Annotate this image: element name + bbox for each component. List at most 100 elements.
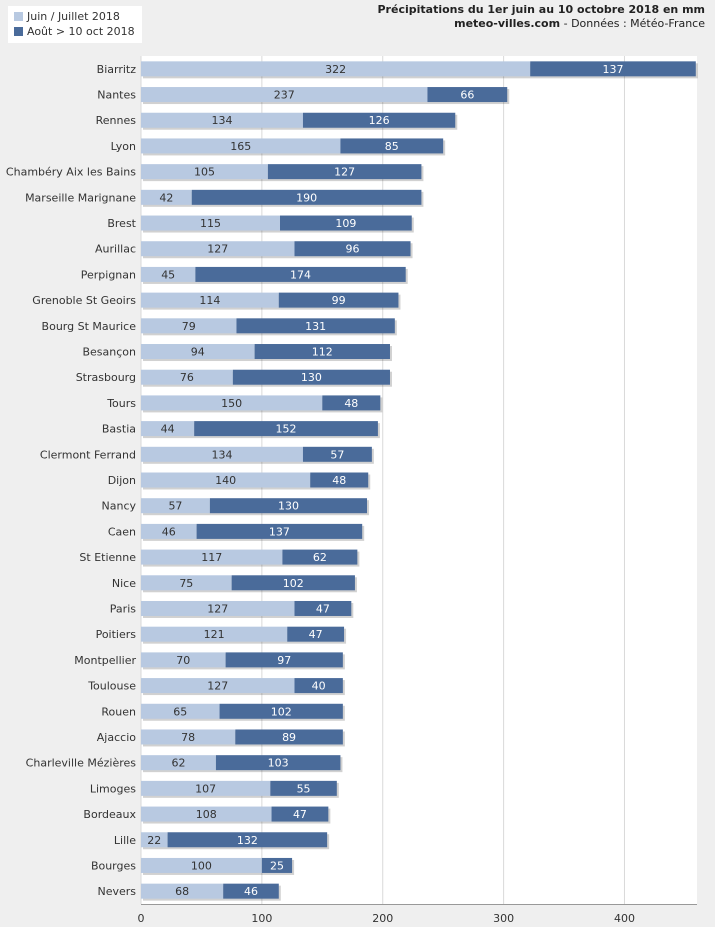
- data-label: 57: [330, 448, 344, 461]
- bar-series2: [191, 189, 422, 205]
- category-label: Bourg St Maurice: [42, 320, 137, 333]
- data-label: 97: [277, 654, 291, 667]
- data-label: 165: [230, 140, 251, 153]
- category-label: Montpellier: [74, 654, 136, 667]
- data-label: 46: [244, 885, 258, 898]
- bar-series1: [141, 498, 210, 514]
- data-label: 25: [270, 859, 284, 872]
- category-label: Paris: [110, 602, 136, 615]
- data-label: 103: [268, 757, 289, 770]
- bar-series2: [294, 600, 352, 616]
- data-label: 127: [207, 243, 228, 256]
- chart-subtitle: meteo-villes.com - Données : Météo-Franc…: [378, 17, 705, 31]
- category-label: Chambéry Aix les Bains: [6, 166, 136, 179]
- category-label: Rennes: [96, 114, 137, 127]
- bar-series2: [235, 729, 343, 745]
- data-label: 46: [162, 525, 176, 538]
- bar-series1: [141, 112, 303, 128]
- bar-series1: [141, 883, 224, 899]
- legend: Juin / Juillet 2018 Août > 10 oct 2018: [8, 6, 142, 43]
- category-label: Toulouse: [87, 680, 136, 693]
- category-label: Grenoble St Geoirs: [32, 294, 136, 307]
- category-label: St Etienne: [79, 551, 136, 564]
- bar-series1: [141, 575, 232, 591]
- data-label: 45: [161, 268, 175, 281]
- bar-series2: [302, 446, 372, 462]
- x-tick-label: 100: [251, 912, 272, 925]
- legend-swatch-series2: [14, 27, 23, 36]
- category-label: Biarritz: [97, 63, 137, 76]
- data-label: 57: [168, 500, 182, 513]
- data-label: 126: [369, 114, 390, 127]
- data-label: 65: [173, 705, 187, 718]
- bar-series1: [141, 600, 295, 616]
- data-label: 127: [207, 602, 228, 615]
- bar-series2: [271, 806, 329, 822]
- data-label: 121: [204, 628, 225, 641]
- category-label: Limoges: [90, 782, 136, 795]
- category-label: Nevers: [97, 885, 136, 898]
- data-label: 68: [175, 885, 189, 898]
- data-label: 190: [296, 191, 317, 204]
- bar-series1: [141, 857, 262, 873]
- bar-series2: [280, 215, 412, 231]
- bar-series2: [219, 703, 343, 719]
- category-label: Marseille Marignane: [25, 191, 136, 204]
- data-label: 322: [325, 63, 346, 76]
- data-label: 127: [334, 166, 355, 179]
- x-tick-label: 200: [372, 912, 393, 925]
- legend-item-series2: Août > 10 oct 2018: [14, 24, 135, 39]
- bar-series2: [215, 755, 341, 771]
- category-label: Rouen: [101, 705, 136, 718]
- data-label: 107: [195, 782, 216, 795]
- bar-series2: [225, 652, 343, 668]
- bar-series1: [141, 421, 195, 437]
- bar-series1: [141, 729, 236, 745]
- legend-item-series1: Juin / Juillet 2018: [14, 9, 135, 24]
- data-label: 109: [335, 217, 356, 230]
- category-label: Strasbourg: [76, 371, 136, 384]
- data-label: 48: [332, 474, 346, 487]
- data-label: 94: [191, 346, 205, 359]
- data-label: 137: [269, 525, 290, 538]
- bar-series1: [141, 626, 288, 642]
- category-label: Poitiers: [96, 628, 137, 641]
- data-label: 137: [602, 63, 623, 76]
- data-label: 85: [385, 140, 399, 153]
- bar-series2: [195, 266, 406, 282]
- data-label: 152: [276, 423, 297, 436]
- bar-series1: [141, 318, 237, 334]
- data-label: 44: [161, 423, 175, 436]
- data-label: 174: [290, 268, 311, 281]
- bar-series1: [141, 832, 168, 848]
- bar-series1: [141, 780, 271, 796]
- bar-series2: [427, 87, 508, 103]
- category-label: Perpignan: [81, 268, 136, 281]
- legend-label-series1: Juin / Juillet 2018: [27, 10, 120, 23]
- bar-series2: [340, 138, 444, 154]
- data-label: 108: [196, 808, 217, 821]
- bar-series2: [530, 61, 696, 77]
- data-source: Données : Météo-France: [571, 17, 705, 30]
- data-label: 40: [312, 680, 326, 693]
- category-label: Lille: [114, 834, 136, 847]
- data-label: 47: [316, 602, 330, 615]
- data-label: 75: [179, 577, 193, 590]
- data-label: 76: [180, 371, 194, 384]
- data-label: 47: [293, 808, 307, 821]
- category-label: Caen: [108, 525, 136, 538]
- data-label: 131: [305, 320, 326, 333]
- data-label: 140: [215, 474, 236, 487]
- bar-series2: [294, 241, 411, 257]
- data-label: 115: [200, 217, 221, 230]
- bar-series1: [141, 369, 233, 385]
- bar-series1: [141, 292, 279, 308]
- category-label: Clermont Ferrand: [40, 448, 136, 461]
- bar-series2: [196, 523, 363, 539]
- category-label: Bordeaux: [83, 808, 136, 821]
- legend-swatch-series1: [14, 12, 23, 21]
- bar-series1: [141, 652, 226, 668]
- category-label: Brest: [107, 217, 136, 230]
- category-label: Besançon: [82, 346, 136, 359]
- bar-series1: [141, 61, 531, 77]
